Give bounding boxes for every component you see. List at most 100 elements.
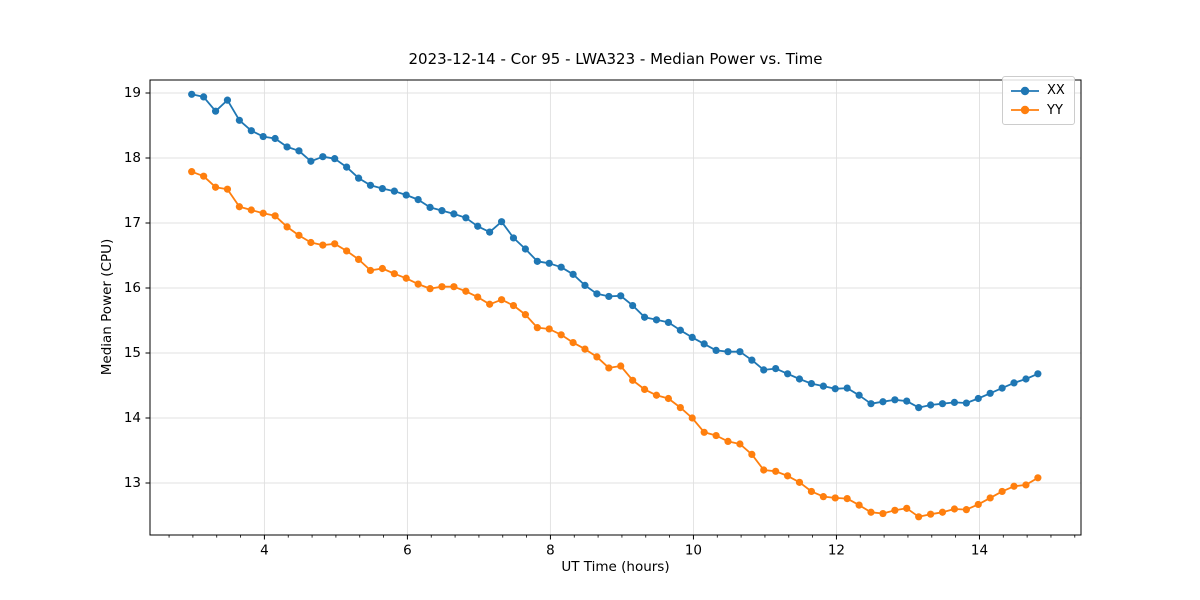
y-axis-label: Median Power (CPU) bbox=[99, 238, 115, 376]
x-tick-label: 14 bbox=[971, 543, 988, 559]
data-point-xx bbox=[343, 163, 351, 171]
data-point-yy bbox=[390, 270, 398, 278]
data-point-yy bbox=[414, 280, 422, 288]
data-point-xx bbox=[223, 96, 232, 104]
data-point-yy bbox=[903, 504, 911, 512]
data-point-yy bbox=[438, 283, 446, 291]
data-point-xx bbox=[593, 290, 601, 298]
data-point-xx bbox=[319, 153, 327, 161]
data-point-yy bbox=[807, 487, 816, 496]
data-point-yy bbox=[509, 301, 518, 310]
data-point-xx bbox=[938, 400, 947, 408]
data-point-xx bbox=[474, 222, 482, 230]
data-point-xx bbox=[450, 210, 458, 218]
data-point-xx bbox=[1010, 379, 1018, 387]
data-point-xx bbox=[271, 134, 279, 143]
data-point-yy bbox=[1022, 481, 1030, 489]
legend-item-yy: YY bbox=[1010, 104, 1067, 117]
x-tick-label: 4 bbox=[260, 543, 269, 559]
data-point-yy bbox=[617, 362, 625, 370]
data-point-xx bbox=[366, 181, 375, 189]
data-point-yy bbox=[1034, 474, 1042, 482]
data-point-yy bbox=[652, 391, 661, 399]
data-point-yy bbox=[855, 501, 863, 509]
data-point-yy bbox=[962, 506, 970, 514]
data-point-yy bbox=[843, 495, 851, 503]
data-point-yy bbox=[474, 293, 482, 301]
data-point-yy bbox=[867, 508, 875, 516]
data-point-xx bbox=[736, 348, 744, 356]
data-point-xx bbox=[867, 400, 875, 408]
data-point-yy bbox=[629, 376, 637, 384]
data-point-xx bbox=[295, 147, 303, 155]
data-point-yy bbox=[736, 440, 744, 448]
data-point-yy bbox=[676, 404, 684, 412]
x-tick-label: 12 bbox=[828, 543, 845, 559]
data-point-xx bbox=[509, 234, 518, 242]
data-point-xx bbox=[927, 401, 935, 409]
data-point-xx bbox=[402, 191, 410, 199]
data-point-yy bbox=[545, 325, 553, 333]
data-point-xx bbox=[641, 313, 649, 321]
data-point-yy bbox=[378, 264, 386, 273]
data-point-xx bbox=[438, 207, 446, 215]
data-point-yy bbox=[950, 505, 959, 513]
data-point-xx bbox=[879, 398, 887, 406]
data-point-xx bbox=[247, 127, 255, 135]
data-point-yy bbox=[748, 450, 756, 458]
data-point-xx bbox=[235, 116, 243, 124]
data-point-xx bbox=[688, 333, 696, 341]
data-point-yy bbox=[366, 266, 375, 275]
legend-label-xx: XX bbox=[1047, 83, 1065, 99]
y-tick-label: 16 bbox=[124, 280, 141, 296]
y-tick-label: 17 bbox=[124, 215, 141, 231]
series-line-yy bbox=[191, 170, 1039, 518]
data-point-yy bbox=[879, 509, 887, 518]
series-line-xx bbox=[191, 93, 1039, 409]
data-point-yy bbox=[581, 345, 589, 353]
data-point-yy bbox=[521, 311, 530, 319]
data-point-xx bbox=[748, 356, 756, 364]
data-point-xx bbox=[664, 318, 673, 327]
data-point-xx bbox=[354, 174, 363, 182]
data-point-xx bbox=[807, 379, 816, 388]
data-point-yy bbox=[760, 466, 768, 474]
data-point-xx bbox=[557, 263, 565, 271]
data-point-yy bbox=[247, 206, 255, 214]
data-point-xx bbox=[795, 375, 804, 383]
data-point-xx bbox=[390, 187, 398, 195]
y-tick-label: 14 bbox=[124, 410, 141, 426]
data-point-xx bbox=[569, 270, 577, 278]
data-point-yy bbox=[557, 331, 565, 339]
data-point-xx bbox=[843, 384, 851, 392]
legend-item-xx: XX bbox=[1010, 84, 1067, 97]
legend: XX YY bbox=[1002, 76, 1075, 125]
chart-title: 2023-12-14 - Cor 95 - LWA323 - Median Po… bbox=[408, 50, 823, 68]
data-point-xx bbox=[855, 391, 863, 399]
data-point-xx bbox=[903, 397, 911, 405]
data-point-yy bbox=[211, 183, 220, 191]
data-point-yy bbox=[819, 493, 827, 501]
data-point-yy bbox=[462, 287, 470, 295]
legend-label-yy: YY bbox=[1047, 102, 1063, 118]
data-point-yy bbox=[1010, 482, 1018, 490]
data-point-yy bbox=[569, 339, 577, 347]
data-point-xx bbox=[414, 196, 422, 204]
data-point-yy bbox=[974, 500, 982, 509]
y-tick-label: 15 bbox=[124, 345, 141, 361]
data-point-yy bbox=[343, 247, 351, 255]
data-point-yy bbox=[307, 238, 315, 247]
data-point-xx bbox=[283, 143, 291, 151]
data-point-xx bbox=[891, 396, 899, 404]
data-point-yy bbox=[927, 510, 935, 518]
axes-spines bbox=[149, 79, 1082, 536]
data-point-yy bbox=[319, 241, 327, 249]
data-point-xx bbox=[712, 346, 720, 354]
data-point-xx bbox=[486, 228, 494, 236]
data-point-yy bbox=[712, 431, 720, 440]
data-point-yy bbox=[450, 283, 458, 291]
data-point-xx bbox=[188, 90, 196, 98]
data-point-yy bbox=[724, 437, 732, 445]
